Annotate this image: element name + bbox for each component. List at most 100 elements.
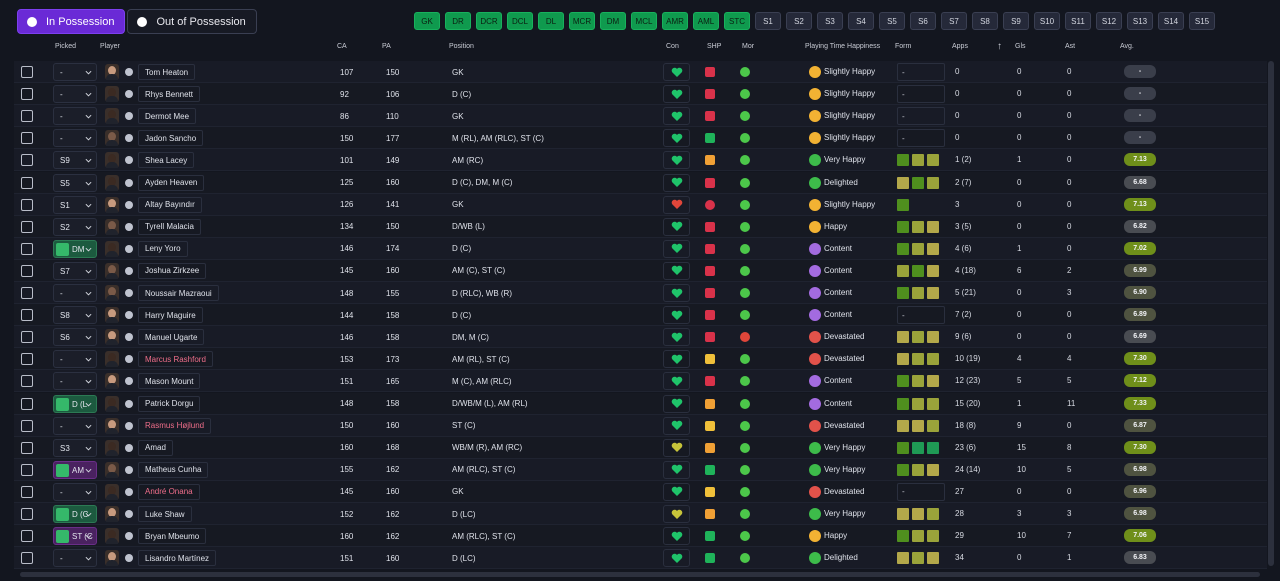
position-filter-stc[interactable]: STC: [724, 12, 750, 30]
picked-dropdown[interactable]: -: [53, 372, 97, 391]
position-filter-dcr[interactable]: DCR: [476, 12, 502, 30]
table-row[interactable]: S5 Ayden Heaven 125 160 D (C), DM, M (C)…: [14, 171, 1267, 194]
col-gls[interactable]: Gls: [1015, 43, 1026, 50]
select-checkbox[interactable]: [21, 154, 33, 167]
picked-dropdown[interactable]: -: [53, 85, 97, 104]
position-filter-s10[interactable]: S10: [1034, 12, 1060, 30]
position-filter-s15[interactable]: S15: [1189, 12, 1215, 30]
player-info-icon[interactable]: [125, 421, 133, 430]
position-filter-s11[interactable]: S11: [1065, 12, 1091, 30]
picked-dropdown[interactable]: -: [53, 129, 97, 148]
player-info-icon[interactable]: [125, 112, 133, 121]
table-row[interactable]: S8 Harry Maguire 144 158 D (C) Content -…: [14, 304, 1267, 327]
table-row[interactable]: - André Onana 145 160 GK Devastated - 27…: [14, 480, 1267, 503]
select-checkbox[interactable]: [21, 242, 33, 255]
table-row[interactable]: - Rhys Bennett 92 106 D (C) Slightly Hap…: [14, 83, 1267, 106]
table-row[interactable]: - Jadon Sancho 150 177 M (RL), AM (RLC),…: [14, 127, 1267, 150]
position-filter-s6[interactable]: S6: [910, 12, 936, 30]
table-row[interactable]: S7 Joshua Zirkzee 145 160 AM (C), ST (C)…: [14, 259, 1267, 282]
select-checkbox[interactable]: [21, 132, 33, 145]
player-info-icon[interactable]: [125, 134, 133, 143]
player-info-icon[interactable]: [125, 311, 133, 320]
player-name[interactable]: Dermot Mee: [138, 108, 197, 125]
player-info-icon[interactable]: [125, 532, 133, 541]
picked-dropdown[interactable]: ST (C: [53, 527, 97, 546]
select-checkbox[interactable]: [21, 552, 33, 565]
player-info-icon[interactable]: [125, 68, 133, 76]
position-filter-dr[interactable]: DR: [445, 12, 471, 30]
table-row[interactable]: DM Leny Yoro 146 174 D (C) Content 4 (6)…: [14, 237, 1267, 260]
picked-dropdown[interactable]: S6: [53, 328, 97, 347]
position-filter-s7[interactable]: S7: [941, 12, 967, 30]
select-checkbox[interactable]: [21, 353, 33, 366]
select-checkbox[interactable]: [21, 485, 33, 498]
col-pa[interactable]: PA: [382, 43, 391, 50]
position-filter-s12[interactable]: S12: [1096, 12, 1122, 30]
col-picked[interactable]: Picked: [55, 43, 77, 50]
picked-dropdown[interactable]: D (C: [53, 505, 97, 523]
position-filter-s4[interactable]: S4: [848, 12, 874, 30]
select-checkbox[interactable]: [21, 508, 33, 520]
player-name[interactable]: Harry Maguire: [138, 307, 203, 324]
position-filter-mcl[interactable]: MCL: [631, 12, 657, 30]
table-row[interactable]: S9 Shea Lacey 101 149 AM (RC) Very Happy…: [14, 149, 1267, 172]
picked-dropdown[interactable]: -: [53, 416, 97, 435]
table-row[interactable]: D (C Luke Shaw 152 162 D (LC) Very Happy…: [14, 503, 1267, 525]
player-name[interactable]: André Onana: [138, 483, 200, 500]
player-info-icon[interactable]: [125, 244, 133, 253]
position-filter-s3[interactable]: S3: [817, 12, 843, 30]
player-name[interactable]: Rasmus Højlund: [138, 417, 212, 434]
player-info-icon[interactable]: [125, 554, 133, 563]
player-info-icon[interactable]: [125, 200, 133, 209]
player-name[interactable]: Altay Bayındır: [138, 196, 202, 213]
picked-dropdown[interactable]: S9: [53, 151, 97, 170]
col-avg[interactable]: Avg.: [1120, 43, 1134, 50]
picked-dropdown[interactable]: S2: [53, 217, 97, 236]
player-info-icon[interactable]: [125, 333, 133, 342]
player-name[interactable]: Ayden Heaven: [138, 174, 205, 191]
player-name[interactable]: Tyrell Malacia: [138, 218, 201, 235]
table-row[interactable]: - Mason Mount 151 165 M (C), AM (RLC) Co…: [14, 370, 1267, 393]
select-checkbox[interactable]: [21, 287, 33, 299]
table-row[interactable]: S1 Altay Bayındır 126 141 GK Slightly Ha…: [14, 193, 1267, 216]
table-row[interactable]: AM Matheus Cunha 155 162 AM (RLC), ST (C…: [14, 458, 1267, 481]
player-info-icon[interactable]: [125, 266, 133, 275]
player-info-icon[interactable]: [125, 510, 133, 518]
player-name[interactable]: Shea Lacey: [138, 152, 195, 169]
col-player[interactable]: Player: [100, 43, 120, 50]
select-checkbox[interactable]: [21, 220, 33, 233]
player-info-icon[interactable]: [125, 465, 133, 474]
position-filter-s1[interactable]: S1: [755, 12, 781, 30]
picked-dropdown[interactable]: -: [53, 63, 97, 81]
player-info-icon[interactable]: [125, 399, 133, 408]
player-info-icon[interactable]: [125, 355, 133, 364]
select-checkbox[interactable]: [21, 309, 33, 322]
position-filter-mcr[interactable]: MCR: [569, 12, 595, 30]
picked-dropdown[interactable]: S5: [53, 173, 97, 192]
position-filter-s13[interactable]: S13: [1127, 12, 1153, 30]
picked-dropdown[interactable]: -: [53, 350, 97, 369]
select-checkbox[interactable]: [21, 198, 33, 211]
horizontal-scrollbar[interactable]: [20, 572, 1260, 577]
picked-dropdown[interactable]: S1: [53, 195, 97, 214]
player-name[interactable]: Tom Heaton: [138, 64, 196, 80]
table-row[interactable]: - Rasmus Højlund 150 160 ST (C) Devastat…: [14, 414, 1267, 437]
select-checkbox[interactable]: [21, 397, 33, 410]
select-checkbox[interactable]: [21, 419, 33, 432]
player-name[interactable]: Matheus Cunha: [138, 461, 209, 478]
player-name[interactable]: Amad: [138, 439, 173, 456]
player-info-icon[interactable]: [125, 377, 133, 386]
select-checkbox[interactable]: [21, 441, 33, 454]
position-filter-dm[interactable]: DM: [600, 12, 626, 30]
col-mor[interactable]: Mor: [742, 43, 755, 50]
picked-dropdown[interactable]: -: [53, 549, 97, 568]
player-info-icon[interactable]: [125, 443, 133, 452]
select-checkbox[interactable]: [21, 375, 33, 388]
table-row[interactable]: - Marcus Rashford 153 173 AM (RL), ST (C…: [14, 348, 1267, 371]
col-position[interactable]: Position: [449, 43, 474, 50]
position-filter-amr[interactable]: AMR: [662, 12, 688, 30]
table-row[interactable]: - Lisandro Martínez 151 160 D (LC) Delig…: [14, 547, 1267, 570]
picked-dropdown[interactable]: S8: [53, 306, 97, 325]
player-name[interactable]: Noussair Mazraoui: [138, 285, 219, 301]
picked-dropdown[interactable]: DM: [53, 239, 97, 258]
